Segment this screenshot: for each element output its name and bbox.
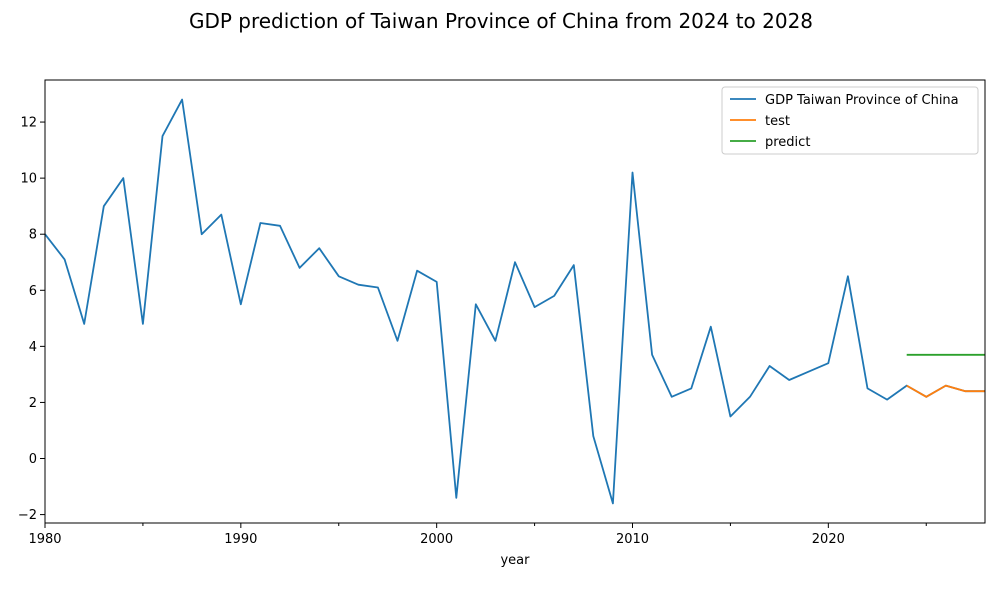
x-tick-label: 2010 <box>616 532 649 547</box>
chart-title: GDP prediction of Taiwan Province of Chi… <box>189 9 813 33</box>
y-tick-label: 8 <box>29 228 37 243</box>
plot-frame <box>44 79 986 524</box>
x-axis-label: year <box>500 553 530 568</box>
legend-box <box>721 86 979 155</box>
x-tick-label: 1990 <box>224 532 257 547</box>
y-tick-label: 6 <box>29 284 37 299</box>
x-tick-label: 1980 <box>28 532 61 547</box>
x-axis: 1980 1990 2000 2010 2020 <box>28 523 927 547</box>
y-tick-label: −2 <box>18 508 37 523</box>
y-tick-label: 12 <box>20 116 37 131</box>
x-tick-label: 2000 <box>420 532 453 547</box>
series-layer <box>44 98 985 505</box>
series-line-1 <box>906 384 985 398</box>
x-tick-label: 2020 <box>812 532 845 547</box>
y-tick-label: 0 <box>29 452 37 467</box>
legend-label: test <box>765 114 790 129</box>
legend: GDP Taiwan Province of China test predict <box>721 86 979 155</box>
legend-label: predict <box>765 135 810 150</box>
legend-label: GDP Taiwan Province of China <box>765 93 959 108</box>
y-tick-label: 2 <box>29 396 37 411</box>
y-axis: −2 0 2 4 6 8 10 12 <box>18 116 45 523</box>
y-tick-label: 10 <box>20 172 37 187</box>
series-line-0 <box>44 98 985 505</box>
y-tick-label: 4 <box>29 340 37 355</box>
